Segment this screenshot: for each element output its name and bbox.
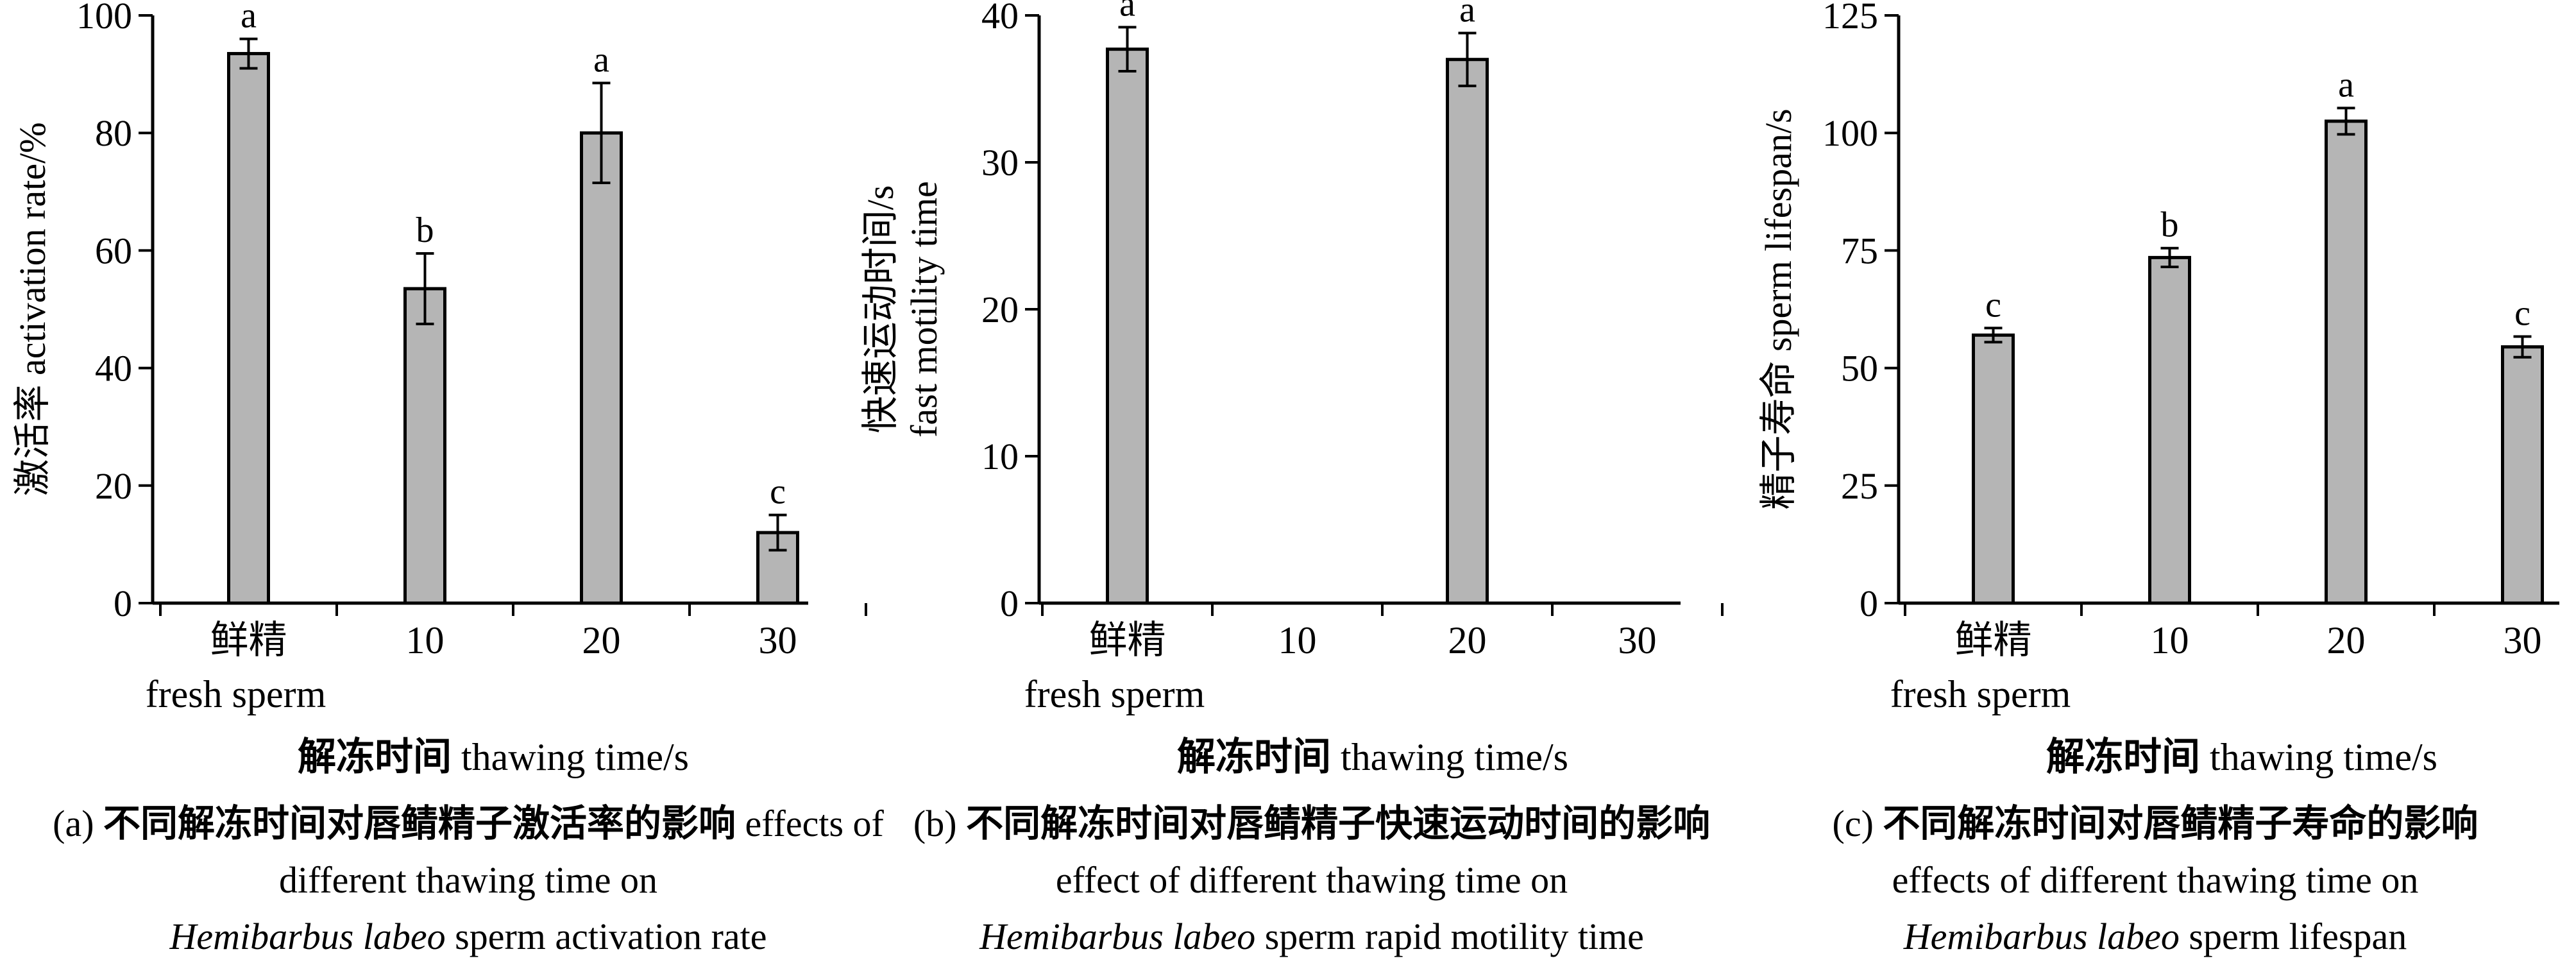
- bar: [2501, 345, 2544, 605]
- x-tick-label: 10: [2151, 619, 2189, 662]
- y-tick-label: 0: [114, 583, 132, 624]
- x-tick-label: 鲜精: [1955, 619, 2032, 662]
- x-tick-label-en: fresh sperm: [146, 673, 326, 715]
- y-tick-label: 80: [95, 112, 132, 154]
- x-tick-label: 20: [1448, 619, 1487, 662]
- caption-c-en: effects of different thawing time on: [1892, 859, 2419, 901]
- caption-c-line3: Hemibarbus labeo sperm lifespan: [1903, 916, 2407, 957]
- y-tick-label: 30: [981, 142, 1019, 184]
- x-tick-label: 30: [759, 619, 797, 662]
- panel-c-sperm-lifespan: 0 25 50 75 100 125 c 鲜精 fresh sperm b 10 a 20 c 30 解冻时间…: [1758, 0, 2559, 778]
- x-axis-title: 解冻时间 thawing time/s: [298, 736, 689, 778]
- x-tick-label: 鲜精: [210, 619, 287, 662]
- caption-b-species: Hemibarbus labeo: [979, 916, 1256, 957]
- bar: [1106, 47, 1149, 605]
- significance-letter: b: [2161, 205, 2179, 245]
- caption-c: (c) 不同解冻时间对唇鲭精子寿命的影响 effects of differen…: [1738, 796, 2572, 965]
- x-tick-label: 10: [1278, 619, 1317, 662]
- y-tick-label: 40: [981, 0, 1019, 37]
- significance-letter: c: [1985, 285, 2001, 325]
- bar: [227, 52, 270, 605]
- y-tick-label: 50: [1841, 348, 1878, 389]
- caption-b-line2: Hemibarbus labeo sperm rapid motility ti…: [979, 916, 1644, 957]
- significance-letter: a: [1119, 0, 1135, 24]
- significance-letter: c: [2514, 294, 2530, 334]
- y-axis-title-en: fast motility time: [903, 181, 945, 438]
- y-axis-title: 精子寿命 sperm lifespan/s: [1758, 108, 1799, 509]
- y-tick-label: 125: [1822, 0, 1878, 37]
- significance-letter: a: [241, 0, 257, 36]
- significance-letter: a: [1459, 0, 1475, 30]
- bar: [1446, 58, 1489, 605]
- y-tick-label: 10: [981, 436, 1019, 477]
- bar: [2148, 255, 2191, 605]
- y-tick-label: 25: [1841, 465, 1878, 507]
- y-tick-label: 60: [95, 230, 132, 271]
- bar: [580, 131, 623, 605]
- y-tick-label: 100: [1822, 112, 1878, 154]
- x-axis-title-en: thawing time/s: [1341, 736, 1568, 778]
- x-axis-title-cn: 解冻时间: [298, 736, 461, 778]
- caption-b-cn: 不同解冻时间对唇鲭精子快速运动时间的影响: [966, 803, 1711, 844]
- x-tick-label: 30: [1618, 619, 1657, 662]
- x-axis-title-en: thawing time/s: [2210, 736, 2437, 778]
- x-axis-title-en: thawing time/s: [461, 736, 689, 778]
- bar: [2325, 119, 2368, 605]
- caption-c-line1: (c) 不同解冻时间对唇鲭精子寿命的影响: [1832, 803, 2479, 844]
- caption-b: (b) 不同解冻时间对唇鲭精子快速运动时间的影响 effect of diffe…: [895, 796, 1729, 965]
- y-tick-label: 0: [1000, 583, 1019, 624]
- x-tick-label: 鲜精: [1089, 619, 1166, 662]
- x-axis-title: 解冻时间 thawing time/s: [1177, 736, 1568, 778]
- panel-b-fast-motility-time: 0 10 20 30 40 a 鲜精 fresh sperm 10 a 20 30 解冻时间 thawi…: [860, 0, 1724, 778]
- x-tick-label: 20: [2327, 619, 2366, 662]
- y-tick-label: 40: [95, 348, 132, 389]
- x-tick-label: 20: [582, 619, 621, 662]
- caption-a-cn: 不同解冻时间对唇鲭精子激活率的影响: [103, 803, 736, 844]
- significance-letter: a: [2338, 65, 2354, 105]
- bar: [1972, 333, 2015, 605]
- bar: [403, 287, 446, 605]
- significance-letter: c: [770, 472, 786, 512]
- caption-a-line2: Hemibarbus labeo sperm activation rate: [169, 916, 767, 957]
- caption-a-species: Hemibarbus labeo: [169, 916, 446, 957]
- y-tick-label: 100: [76, 0, 132, 37]
- caption-c-species: Hemibarbus labeo: [1903, 916, 2180, 957]
- x-tick-label-en: fresh sperm: [1024, 673, 1205, 715]
- y-tick-label: 20: [981, 289, 1019, 330]
- caption-c-cn: 不同解冻时间对唇鲭精子寿命的影响: [1883, 803, 2479, 844]
- caption-b-line1: (b) 不同解冻时间对唇鲭精子快速运动时间的影响 effect of diffe…: [913, 803, 1711, 901]
- panel-a-activation-rate: 0 20 40 60 80 100 a 鲜精 fresh sperm b 10 a 20 c 30 解冻时间 …: [12, 0, 867, 778]
- y-axis-title-cn: 快速运动时间/s: [860, 185, 901, 434]
- x-axis-title-cn: 解冻时间: [1177, 736, 1341, 778]
- caption-c-line2: effects of different thawing time on: [1738, 852, 2572, 909]
- y-tick-label: 20: [95, 465, 132, 507]
- caption-a: (a) 不同解冻时间对唇鲭精子激活率的影响 effects of differe…: [51, 796, 885, 965]
- x-axis-title-cn: 解冻时间: [2046, 736, 2210, 778]
- x-tick-label: 10: [406, 619, 445, 662]
- caption-a-line1: (a) 不同解冻时间对唇鲭精子激活率的影响 effects of differe…: [53, 803, 884, 901]
- x-tick-label: 30: [2504, 619, 2542, 662]
- caption-b-en: effect of different thawing time on: [1055, 859, 1568, 901]
- y-axis-title: 激活率 activation rate/%: [12, 122, 53, 496]
- significance-letter: a: [593, 40, 609, 80]
- x-tick-label-en: fresh sperm: [1890, 673, 2071, 715]
- x-axis-title: 解冻时间 thawing time/s: [2046, 736, 2437, 778]
- caption-a-en: effects of different thawing time on: [278, 803, 884, 901]
- y-tick-label: 75: [1841, 230, 1878, 271]
- significance-letter: b: [416, 210, 434, 250]
- y-tick-label: 0: [1860, 583, 1878, 624]
